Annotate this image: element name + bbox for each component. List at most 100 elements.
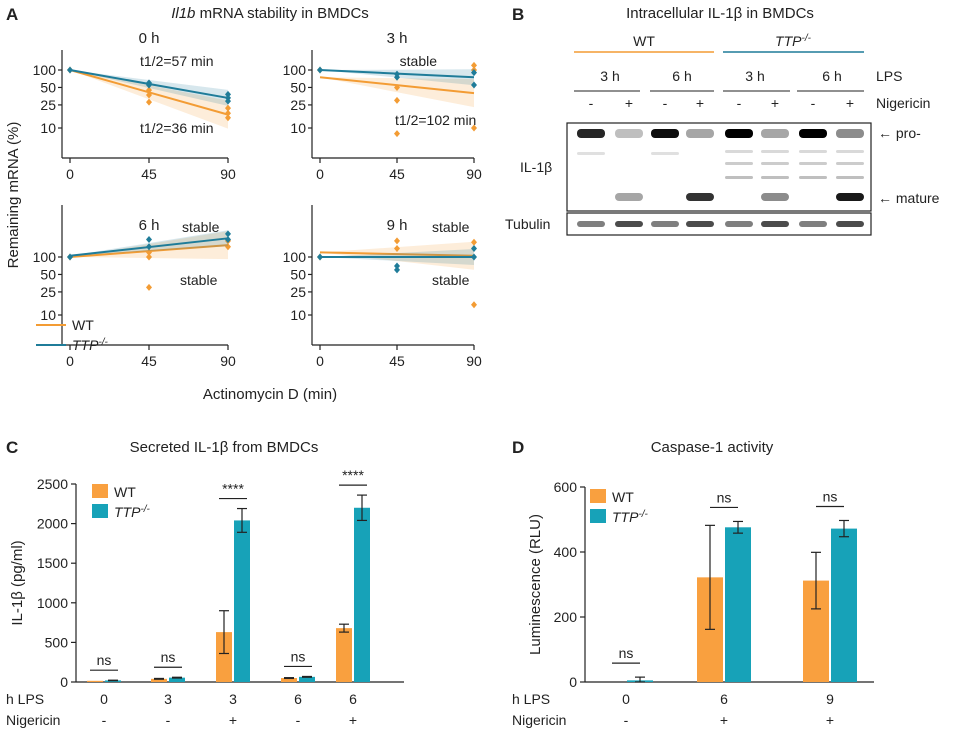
faint-band	[799, 176, 827, 179]
chart-title: Caspase-1 activity	[651, 439, 774, 456]
bar-wt	[87, 680, 103, 682]
data-point	[471, 301, 477, 309]
x-tick-label: 0	[66, 166, 74, 182]
subplot-title: 0 h	[139, 30, 160, 47]
series-ttp-	[67, 230, 231, 261]
confidence-band	[320, 241, 474, 270]
annotation: t1/2=36 min	[140, 120, 214, 136]
significance-label: ns	[97, 652, 112, 668]
legend-ko-sup: -/-	[98, 337, 108, 348]
nigericin-label: +	[349, 712, 357, 728]
panel-a-title-gene: Il1b	[171, 5, 195, 22]
legend-ko-sup: -/-	[140, 504, 150, 515]
y-tick-label: 100	[283, 62, 307, 78]
nigericin-sign: +	[696, 95, 704, 111]
blot-bands	[577, 129, 864, 227]
data-point	[225, 114, 231, 122]
y-tick-label: 100	[33, 62, 57, 78]
nigericin-label: +	[826, 712, 834, 728]
y-tick-label: 0	[60, 674, 68, 690]
data-point	[225, 243, 231, 251]
faint-band	[725, 162, 753, 165]
faint-band	[836, 150, 864, 153]
pro-band	[615, 129, 643, 138]
annotation: stable	[432, 272, 470, 288]
faint-band	[725, 176, 753, 179]
data-point	[471, 238, 477, 246]
data-point	[394, 237, 400, 245]
mature-band	[686, 193, 714, 201]
tubulin-blot-label: Tubulin	[505, 216, 550, 232]
y-tick-label: 50	[290, 79, 306, 95]
data-point	[317, 253, 323, 261]
significance-label: ns	[291, 648, 306, 664]
significance-label: ns	[619, 645, 634, 661]
tubulin-band	[577, 221, 605, 227]
data-point	[225, 90, 231, 98]
data-point	[67, 253, 73, 261]
x-tick-label: 90	[220, 353, 236, 369]
confidence-band	[70, 230, 228, 256]
annotation: t1/2=57 min	[140, 53, 214, 69]
bar-wt	[216, 632, 232, 682]
category-label: 6	[349, 691, 357, 707]
pro-band	[836, 129, 864, 138]
row-label-nigericin: Nigericin	[6, 712, 60, 728]
panel-b: B Intracellular IL-1β in BMDCs WT TTP-/-…	[505, 5, 940, 236]
tubulin-band	[836, 221, 864, 227]
faint-band	[761, 176, 789, 179]
data-point	[394, 83, 400, 91]
legend-ko-sup: -/-	[638, 509, 648, 520]
data-point	[394, 266, 400, 274]
tubulin-blot-frame	[566, 212, 872, 236]
nigericin-label: -	[624, 712, 629, 728]
significance-label: ns	[161, 649, 176, 665]
nigericin-sign: -	[589, 95, 594, 111]
panel-a-title-rest: mRNA stability in BMDCs	[195, 5, 368, 22]
data-point	[394, 73, 400, 81]
y-tick-label: 2500	[37, 476, 68, 492]
data-point	[394, 130, 400, 138]
x-tick-label: 90	[220, 166, 236, 182]
y-tick-label: 1000	[37, 595, 68, 611]
wt-group-label: WT	[633, 33, 655, 49]
y-tick-label: 50	[290, 266, 306, 282]
tubulin-band	[615, 221, 643, 227]
y-tick-label: 500	[45, 634, 69, 650]
data-point	[146, 248, 152, 256]
annotation: stable	[432, 219, 470, 235]
category-label: 6	[294, 691, 302, 707]
legend-ko-label: TTP-/-	[72, 337, 109, 353]
nigericin-label: -	[296, 712, 301, 728]
significance-label: ****	[222, 481, 244, 497]
data-point	[146, 81, 152, 89]
series-ttp-	[317, 66, 477, 89]
faint-band	[725, 150, 753, 153]
bar-ttp-	[831, 528, 857, 682]
x-tick-label: 45	[389, 353, 405, 369]
pro-band-label: ← pro-	[878, 125, 921, 141]
legend-swatch-ttp-	[590, 509, 606, 523]
mature-band	[761, 193, 789, 201]
tubulin-band	[799, 221, 827, 227]
bar-ttp-	[725, 527, 751, 682]
y-tick-label: 0	[569, 674, 577, 690]
bar-ttp-	[299, 676, 315, 682]
nigericin-sign: +	[771, 95, 779, 111]
y-tick-label: 10	[40, 120, 56, 136]
timepoint-label: 6 h	[672, 68, 691, 84]
y-tick-label: 100	[283, 249, 307, 265]
pro-band	[799, 129, 827, 138]
panel-d-label: D	[512, 438, 524, 457]
data-point	[394, 96, 400, 104]
legend-swatch-wt	[590, 489, 606, 503]
data-point	[225, 230, 231, 238]
annotation: stable	[182, 219, 220, 235]
faint-band	[799, 150, 827, 153]
ko-group-label: TTP-/-	[775, 33, 812, 49]
y-axis-label: IL-1β (pg/ml)	[9, 540, 26, 625]
